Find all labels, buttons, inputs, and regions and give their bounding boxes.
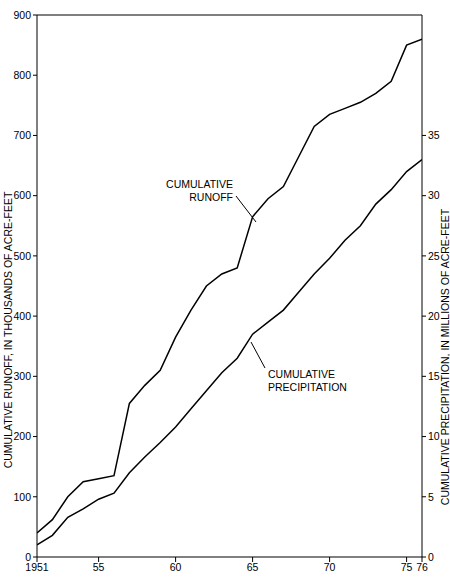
- svg-text:20: 20: [428, 310, 440, 322]
- svg-text:70: 70: [324, 561, 336, 573]
- svg-text:300: 300: [13, 370, 31, 382]
- svg-text:400: 400: [13, 310, 31, 322]
- svg-text:30: 30: [428, 189, 440, 201]
- svg-text:0: 0: [25, 551, 31, 563]
- svg-text:700: 700: [13, 129, 31, 141]
- svg-text:CUMULATIVE PRECIPITATION, IN M: CUMULATIVE PRECIPITATION, IN MILLIONS OF…: [439, 208, 442, 505]
- svg-text:15: 15: [428, 370, 440, 382]
- svg-text:CUMULATIVERUNOFF: CUMULATIVERUNOFF: [166, 178, 233, 203]
- svg-text:600: 600: [13, 189, 31, 201]
- svg-text:100: 100: [13, 491, 31, 503]
- svg-text:5: 5: [428, 491, 434, 503]
- svg-text:65: 65: [247, 561, 259, 573]
- svg-text:1951: 1951: [25, 561, 49, 573]
- svg-text:800: 800: [13, 69, 31, 81]
- svg-text:CUMULATIVE RUNOFF, IN THOUSAND: CUMULATIVE RUNOFF, IN THOUSANDS OF ACRE-…: [8, 191, 14, 468]
- svg-text:75: 75: [401, 561, 413, 573]
- svg-text:900: 900: [13, 9, 31, 21]
- svg-text:CUMULATIVEPRECIPITATION: CUMULATIVEPRECIPITATION: [268, 368, 347, 393]
- svg-text:35: 35: [428, 129, 440, 141]
- svg-text:60: 60: [170, 561, 182, 573]
- svg-text:500: 500: [13, 250, 31, 262]
- svg-text:76: 76: [416, 561, 428, 573]
- svg-text:200: 200: [13, 430, 31, 442]
- svg-text:0: 0: [428, 551, 434, 563]
- svg-text:25: 25: [428, 250, 440, 262]
- svg-text:55: 55: [93, 561, 105, 573]
- svg-text:10: 10: [428, 430, 440, 442]
